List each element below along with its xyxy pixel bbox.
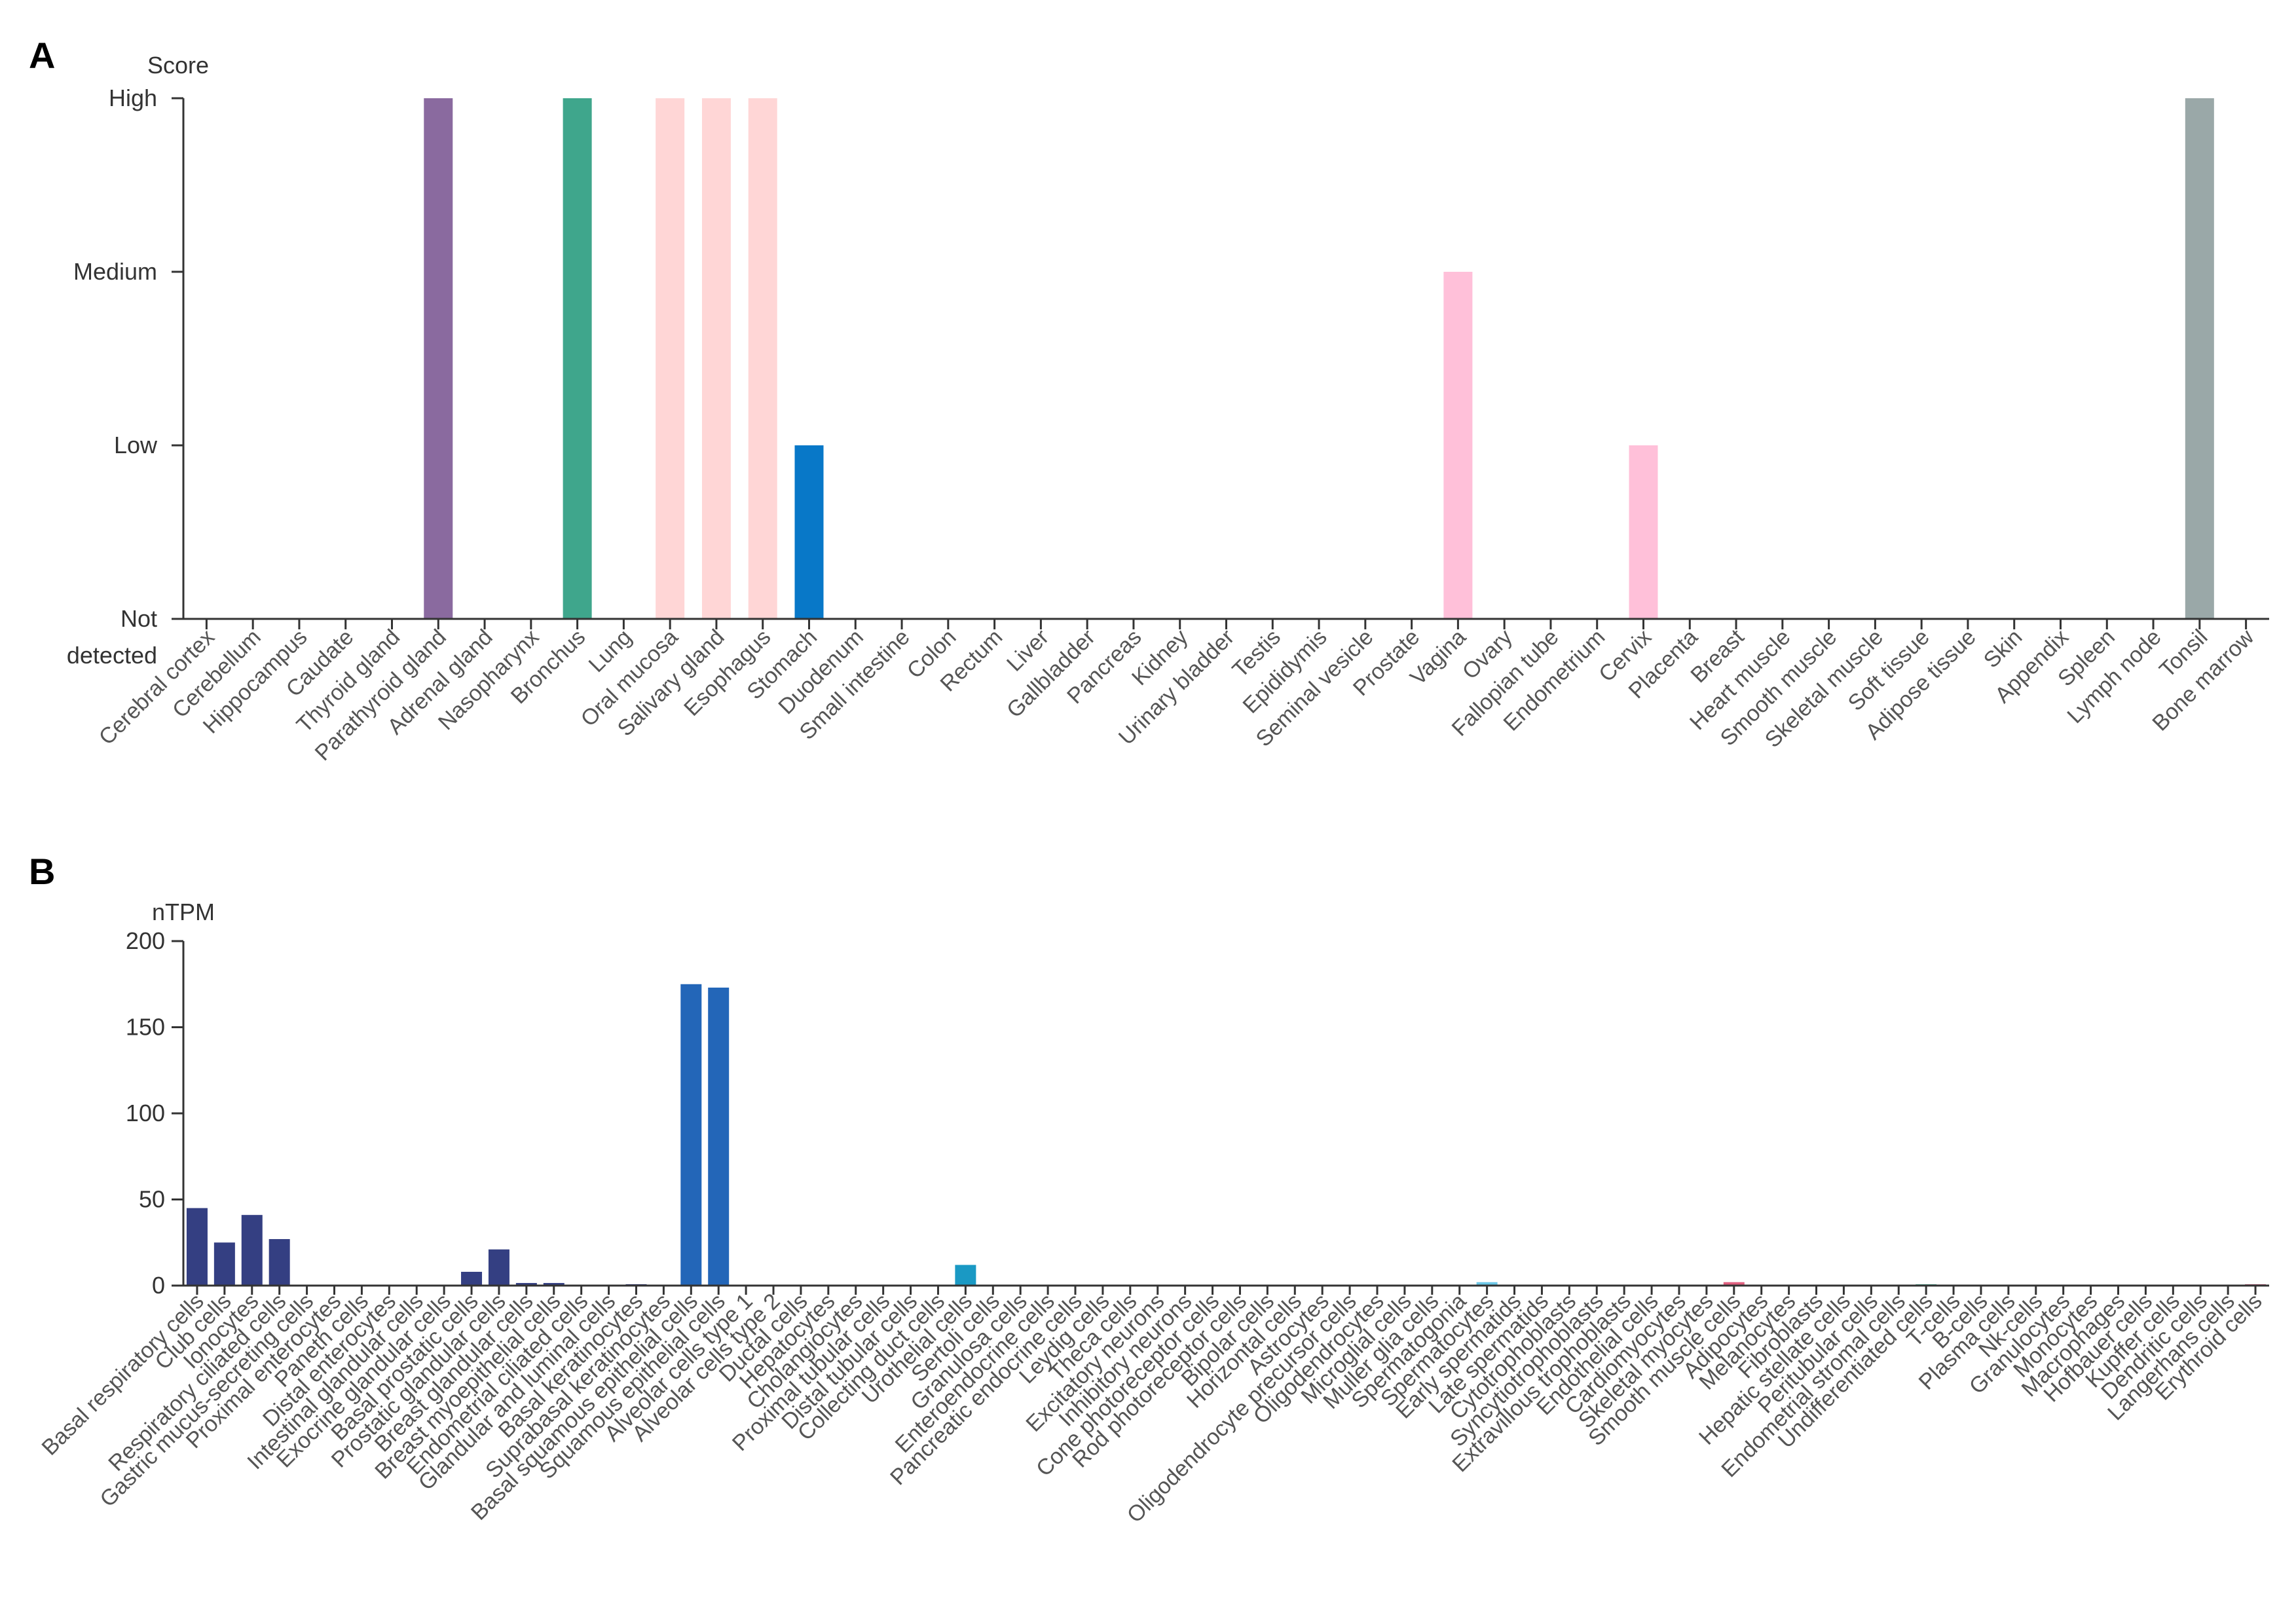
panel-a-bars: [424, 98, 2214, 619]
panel-a-letter: A: [29, 35, 55, 76]
panel-b-ylabel: nTPM: [152, 899, 215, 925]
panel-a-y-label-high: High: [109, 84, 157, 111]
panel-a-bar-salivary-gland: [701, 98, 731, 619]
panel-a-x-axis: Cerebral cortexCerebellumHippocampusCaud…: [94, 618, 2269, 766]
panel-a-ylabel: Score: [147, 52, 209, 79]
panel-b-bar-prostatic-glandular-cells: [488, 1249, 509, 1286]
panel-a-bar-oral-mucosa: [656, 98, 685, 619]
panel-b-bar-urothelial-cells: [955, 1265, 976, 1286]
panel-b-bar-ionocytes: [241, 1215, 263, 1286]
panel-b-bar-breast-myoepithelial-cells: [543, 1283, 565, 1286]
panel-b-y-tick-label: 200: [126, 927, 165, 954]
panel-a-bar-stomach: [794, 445, 824, 619]
panel-b-y-tick-label: 0: [152, 1272, 165, 1299]
panel-b-bar-spermatocytes: [1476, 1282, 1498, 1286]
panel-b-bar-basal-respiratory-cells: [186, 1208, 208, 1286]
panel-b-bar-smooth-muscle-cells: [1723, 1282, 1745, 1286]
panel-a-y-label-low: Low: [114, 432, 158, 458]
panel-b-letter: B: [29, 851, 55, 892]
panel-a-y-label-medium: Medium: [73, 258, 157, 285]
panel-a-y-label-not: Not: [120, 605, 157, 632]
panel-b-bars: [186, 984, 2267, 1287]
panel-b-y-tick-label: 150: [126, 1014, 165, 1041]
panel-b-bar-respiratory-ciliated-cells: [268, 1238, 290, 1286]
panel-a-bar-bronchus: [563, 98, 592, 619]
panel-a-bar-parathyroid-gland: [424, 98, 453, 619]
panel-a-bar-cervix: [1629, 445, 1658, 619]
panel-b-bar-club-cells: [213, 1242, 235, 1286]
panel-b-y-tick-label: 100: [126, 1100, 165, 1126]
panel-a-bar-tonsil: [2185, 98, 2214, 619]
panel-b-bar-basal-squamous-epithelial-cells: [680, 984, 702, 1286]
panel-a-y-label-detected: detected: [67, 642, 157, 669]
panel-a-bar-vagina: [1443, 272, 1473, 619]
panel-a-y-axis: High Medium Low Not detected: [67, 84, 185, 669]
panel-b-bar-squamous-epithelial-cells: [708, 988, 730, 1286]
panel-b-y-axis: 0 50 100 150 200: [126, 927, 185, 1299]
panel-b-bar-basal-prostatic-cells: [461, 1271, 483, 1286]
panel-b-bar-breast-glandular-cells: [515, 1283, 537, 1286]
panel-a-bar-esophagus: [748, 98, 777, 619]
panel-b-y-tick-label: 50: [139, 1186, 165, 1213]
